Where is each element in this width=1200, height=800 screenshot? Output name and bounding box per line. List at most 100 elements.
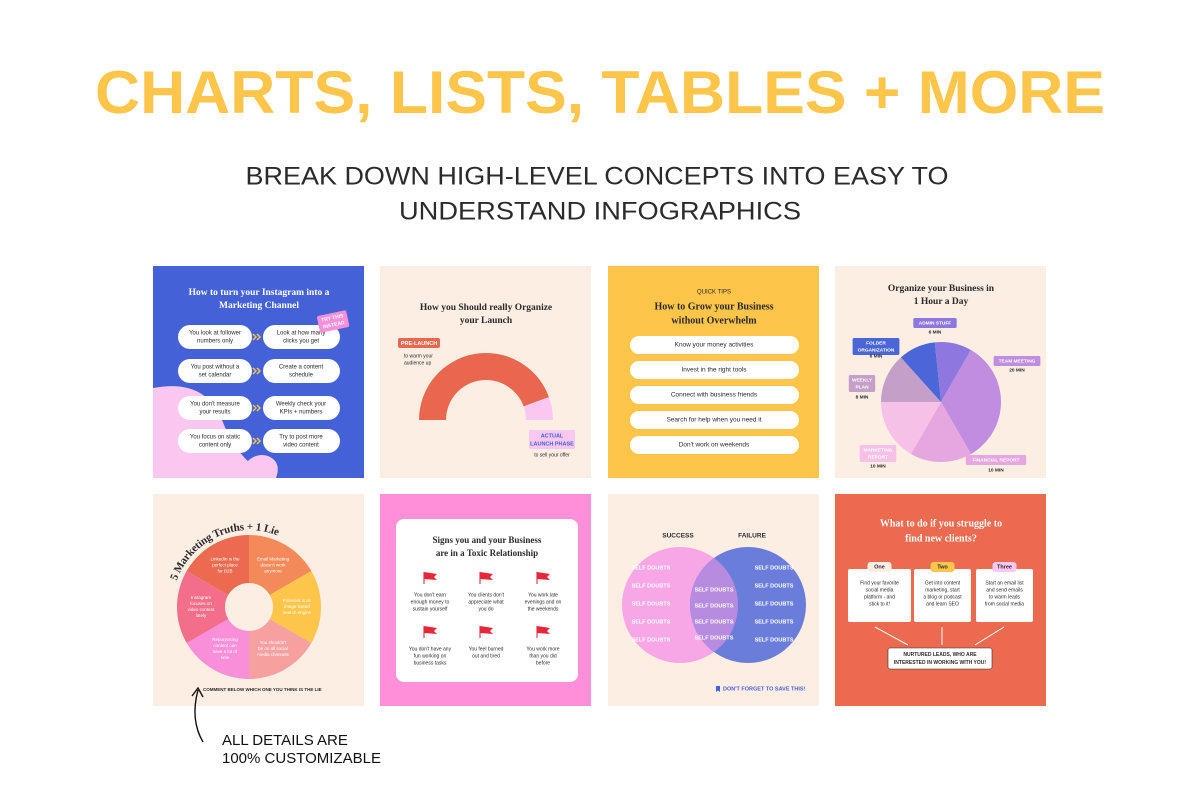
tag-text: ACTUAL xyxy=(541,433,564,439)
venn-title: SUCCESS xyxy=(662,533,694,540)
venn-label: SELF DOUBTS xyxy=(632,619,671,625)
venn-title: FAILURE xyxy=(738,533,766,540)
pill xyxy=(178,396,252,420)
card-title: How to Grow your Business xyxy=(654,301,773,312)
step-tab-text: One xyxy=(874,564,885,570)
step-text: and send emails xyxy=(986,587,1023,593)
item-text: business tasks xyxy=(414,660,447,666)
footer-text: DON'T FORGET TO SAVE THIS! xyxy=(723,686,806,692)
segment-text: You shouldn't xyxy=(260,640,287,645)
kicker: QUICK TIPS xyxy=(697,290,731,296)
pill-text: Look at how many xyxy=(277,331,326,337)
donut-segment xyxy=(177,571,229,643)
item-text: You work late xyxy=(528,592,558,598)
arrow-line xyxy=(974,626,1005,646)
slice-value: 6 MIN xyxy=(870,353,883,359)
step-text: Get into content xyxy=(925,580,961,586)
pill xyxy=(630,386,799,404)
tag-text: TRY THIS xyxy=(321,313,345,324)
venn-label: SELF DOUBTS xyxy=(632,637,671,643)
segment-text: Email Marketing xyxy=(257,557,290,562)
venn-label: SELF DOUBTS xyxy=(695,619,734,625)
pill xyxy=(263,429,340,453)
card-title: Signs you and your Business xyxy=(433,535,542,545)
donut-segment xyxy=(249,619,312,679)
note: to sell your offer xyxy=(534,452,570,458)
tag-text: LAUNCH PHASE xyxy=(530,441,574,447)
note: to warm your xyxy=(404,353,433,359)
pill-text: content only xyxy=(199,443,231,449)
segment-text: video content xyxy=(188,607,216,612)
segment-text: doesn't work xyxy=(260,563,286,568)
donut-segment xyxy=(269,571,321,643)
tag-background xyxy=(993,356,1041,366)
slice-label: ADMIN STUFF xyxy=(919,320,952,326)
pill xyxy=(263,359,340,383)
flag xyxy=(424,572,437,580)
slice-label: MARKETING xyxy=(863,447,892,453)
pill-text: set calendar xyxy=(199,373,232,379)
arrow xyxy=(252,333,258,341)
donut-segment xyxy=(249,535,312,595)
item-text: out and tired xyxy=(472,653,500,659)
item-text: You feel burned xyxy=(469,646,504,652)
segment-text: focuses on xyxy=(190,601,212,606)
pill-text: numbers only xyxy=(197,339,233,345)
slice-label: TEAM MEETING xyxy=(999,358,1036,364)
donut-segment xyxy=(523,397,553,420)
item-text: the weekends xyxy=(528,606,559,612)
step-box xyxy=(914,569,971,622)
arrow xyxy=(256,404,262,412)
card-title: find new clients? xyxy=(905,533,977,544)
segment-text: search engine xyxy=(283,610,312,615)
flag xyxy=(480,626,493,634)
venn-label: SELF DOUBTS xyxy=(632,565,671,571)
pill xyxy=(630,336,799,354)
segment-text: save a lot of xyxy=(213,649,238,654)
tag-background xyxy=(852,338,900,355)
step-text: Find your favorite xyxy=(860,580,899,586)
segment-text: media channels xyxy=(257,652,289,657)
inner-card xyxy=(396,519,578,682)
slice-value: 6 MIN xyxy=(929,329,942,335)
pie-slice xyxy=(881,402,941,454)
step-text: from social media xyxy=(985,601,1024,607)
item-text: evenings and on xyxy=(525,599,562,605)
segment-text: image based xyxy=(284,604,310,609)
note-text: ALL DETAILS ARE xyxy=(222,732,348,749)
step-text: a blog or podcast xyxy=(923,594,962,600)
arrow xyxy=(252,404,258,412)
bookmark-icon xyxy=(716,686,720,692)
segment-text: be on all social xyxy=(258,646,288,651)
annotation-arrowhead xyxy=(191,686,204,698)
item-text: enough money to xyxy=(411,599,450,605)
step-text: platform - and xyxy=(864,594,895,600)
card-title: without Overwhelm xyxy=(671,315,757,326)
annotation-arrow xyxy=(194,689,204,743)
venn-label: SELF DOUBTS xyxy=(695,603,734,609)
item-text: You don't earn xyxy=(414,592,446,598)
pill-text: clicks you get xyxy=(283,339,319,345)
step-tab-text: Two xyxy=(937,564,948,570)
arrow xyxy=(256,367,262,375)
pill xyxy=(178,429,252,453)
slice-label: FINANCIAL REPORT xyxy=(972,457,1019,463)
tag-text: PRE-LAUNCH xyxy=(401,341,437,347)
step-tab-text: Three xyxy=(997,564,1012,570)
step-text: social media xyxy=(866,587,894,593)
pill xyxy=(630,361,799,379)
result-text: NURTURED LEADS, WHO ARE xyxy=(903,652,977,658)
item-text: You clients don't xyxy=(468,592,505,598)
tag-background xyxy=(317,310,350,333)
arrow xyxy=(256,333,262,341)
item-text: You don't have any xyxy=(409,646,452,652)
slice-label: PLAN xyxy=(855,384,869,390)
tag-background xyxy=(913,318,957,328)
pill-text: Weekly check your xyxy=(276,402,326,408)
step-tab xyxy=(992,562,1017,572)
pill xyxy=(630,436,799,454)
venn-label: SELF DOUBTS xyxy=(695,635,734,641)
step-text: and learn SEO xyxy=(926,601,959,607)
segment-text: content can xyxy=(213,643,237,648)
